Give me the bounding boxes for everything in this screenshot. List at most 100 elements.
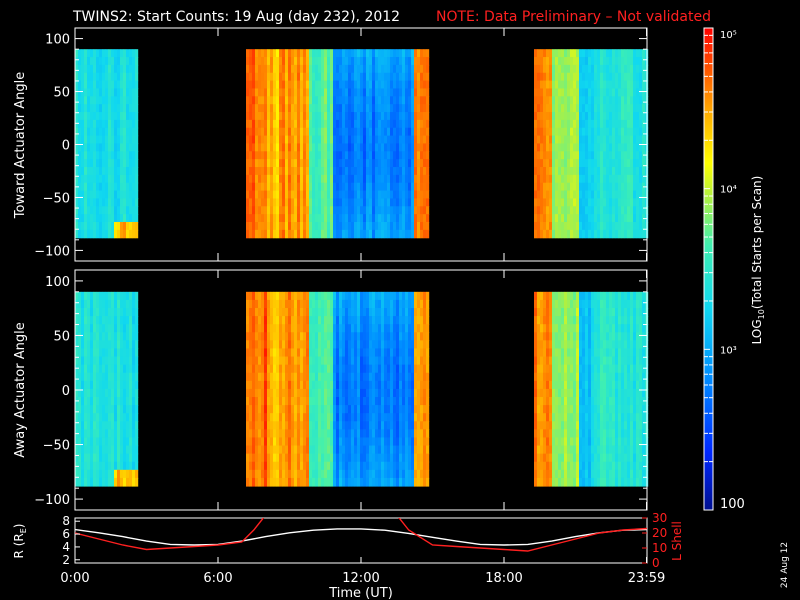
heatmap-cell xyxy=(408,159,412,168)
heatmap-cell xyxy=(132,324,136,333)
heatmap-cell xyxy=(258,221,262,231)
heatmap-cell xyxy=(105,437,109,447)
heatmap-cell xyxy=(411,72,415,82)
heatmap-cell xyxy=(339,469,343,479)
heatmap-cell xyxy=(294,214,298,223)
heatmap-cell xyxy=(321,182,325,192)
heatmap-cell xyxy=(546,190,550,200)
heatmap-cell xyxy=(288,324,292,333)
heatmap-cell xyxy=(609,96,613,105)
heatmap-cell xyxy=(600,229,604,239)
heatmap-cell xyxy=(363,380,367,390)
heatmap-cell xyxy=(261,453,265,463)
heatmap-cell xyxy=(540,469,544,479)
heatmap-cell xyxy=(351,291,355,301)
heatmap-cell xyxy=(585,112,589,121)
heatmap-cell xyxy=(564,57,568,66)
heatmap-cell xyxy=(606,88,610,97)
heatmap-cell xyxy=(600,143,604,152)
heatmap-cell xyxy=(96,182,100,192)
heatmap-cell xyxy=(408,437,412,447)
heatmap-cell xyxy=(366,299,370,309)
heatmap-cell xyxy=(534,308,538,317)
heatmap-cell xyxy=(426,198,430,207)
heatmap-cell xyxy=(96,64,100,74)
heatmap-cell xyxy=(369,356,373,366)
heatmap-cell xyxy=(420,469,424,479)
heatmap-cell xyxy=(318,453,322,463)
heatmap-cell xyxy=(387,49,391,58)
heatmap-cell xyxy=(537,159,541,168)
heatmap-cell xyxy=(132,167,136,176)
heatmap-cell xyxy=(264,57,268,66)
heatmap-cell xyxy=(252,135,256,145)
heatmap-cell xyxy=(297,64,301,74)
heatmap-cell xyxy=(288,461,292,471)
heatmap-cell xyxy=(306,469,310,479)
heatmap-cell xyxy=(603,49,607,58)
heatmap-cell xyxy=(348,221,352,231)
heatmap-cell xyxy=(414,190,418,200)
heatmap-cell xyxy=(114,198,118,207)
heatmap-cell xyxy=(360,340,364,350)
heatmap-cell xyxy=(351,405,355,414)
heatmap-cell xyxy=(408,167,412,176)
heatmap-cell xyxy=(384,348,388,358)
heatmap-cell xyxy=(114,469,118,479)
heatmap-cell xyxy=(405,135,409,145)
heatmap-cell xyxy=(420,190,424,200)
heatmap-cell xyxy=(384,112,388,121)
heatmap-cell xyxy=(396,127,400,137)
heatmap-cell xyxy=(411,80,415,90)
heatmap-cell xyxy=(363,324,367,333)
heatmap-cell xyxy=(297,308,301,317)
heatmap-cell xyxy=(348,445,352,455)
heatmap-cell xyxy=(417,445,421,455)
heatmap-cell xyxy=(129,445,133,455)
heatmap-cell xyxy=(255,127,259,137)
heatmap-cell xyxy=(390,445,394,455)
heatmap-cell xyxy=(288,421,292,430)
heatmap-cell xyxy=(336,151,340,160)
heatmap-cell xyxy=(93,159,97,168)
heatmap-cell xyxy=(417,119,421,129)
heatmap-cell xyxy=(363,88,367,97)
heatmap-cell xyxy=(411,167,415,176)
heatmap-cell xyxy=(621,167,625,176)
heatmap-cell xyxy=(402,429,406,439)
heatmap-cell xyxy=(420,421,424,430)
heatmap-cell xyxy=(600,174,604,184)
heatmap-cell xyxy=(252,198,256,207)
heatmap-cell xyxy=(117,72,121,82)
heatmap-cell xyxy=(537,356,541,366)
heatmap-cell xyxy=(390,190,394,200)
heatmap-cell xyxy=(135,397,139,406)
heatmap-cell xyxy=(99,332,103,341)
heatmap-cell xyxy=(567,143,571,152)
heatmap-cell xyxy=(630,198,634,207)
heatmap-cell xyxy=(78,324,82,333)
heatmap-cell xyxy=(249,405,253,414)
heatmap-cell xyxy=(330,291,334,301)
heatmap-cell xyxy=(135,477,139,487)
heatmap-cell xyxy=(570,174,574,184)
heatmap-cell xyxy=(609,88,613,97)
heatmap-cell xyxy=(132,206,136,215)
heatmap-cell xyxy=(315,477,319,487)
heatmap-cell xyxy=(261,316,265,325)
heatmap-cell xyxy=(537,182,541,192)
heatmap-cell xyxy=(609,80,613,90)
heatmap-cell xyxy=(345,453,349,463)
heatmap-cell xyxy=(321,80,325,90)
heatmap-cell xyxy=(117,348,121,358)
heatmap-cell xyxy=(255,49,259,58)
heatmap-cell xyxy=(81,469,85,479)
heatmap-cell xyxy=(363,80,367,90)
heatmap-cell xyxy=(300,332,304,341)
heatmap-cell xyxy=(333,135,337,145)
heatmap-cell xyxy=(249,332,253,341)
heatmap-cell xyxy=(627,206,631,215)
heatmap-cell xyxy=(561,104,565,113)
heatmap-cell xyxy=(117,397,121,406)
heatmap-cell xyxy=(540,429,544,439)
